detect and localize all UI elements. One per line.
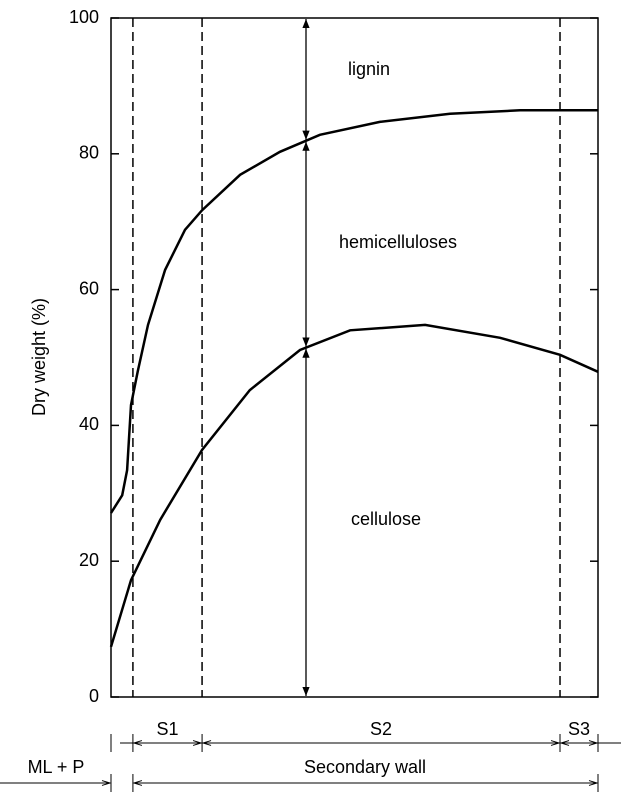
y-tick-label: 20 xyxy=(79,550,99,570)
region-label: S3 xyxy=(568,719,590,739)
label: lignin xyxy=(348,59,390,79)
zone-label: Secondary wall xyxy=(304,757,426,777)
y-tick-label: 100 xyxy=(69,7,99,27)
y-tick-label: 40 xyxy=(79,414,99,434)
plot-frame xyxy=(110,17,599,698)
label: cellulose xyxy=(351,509,421,529)
region-label: S1 xyxy=(156,719,178,739)
curve xyxy=(109,323,599,648)
curve xyxy=(109,109,598,514)
y-tick-label: 80 xyxy=(79,143,99,163)
y-axis-label: Dry weight (%) xyxy=(29,298,49,416)
region-label: S2 xyxy=(370,719,392,739)
y-tick-label: 0 xyxy=(89,686,99,706)
y-tick-label: 60 xyxy=(79,278,99,298)
zone-label: ML + P xyxy=(28,757,85,777)
label: hemicelluloses xyxy=(339,232,457,252)
